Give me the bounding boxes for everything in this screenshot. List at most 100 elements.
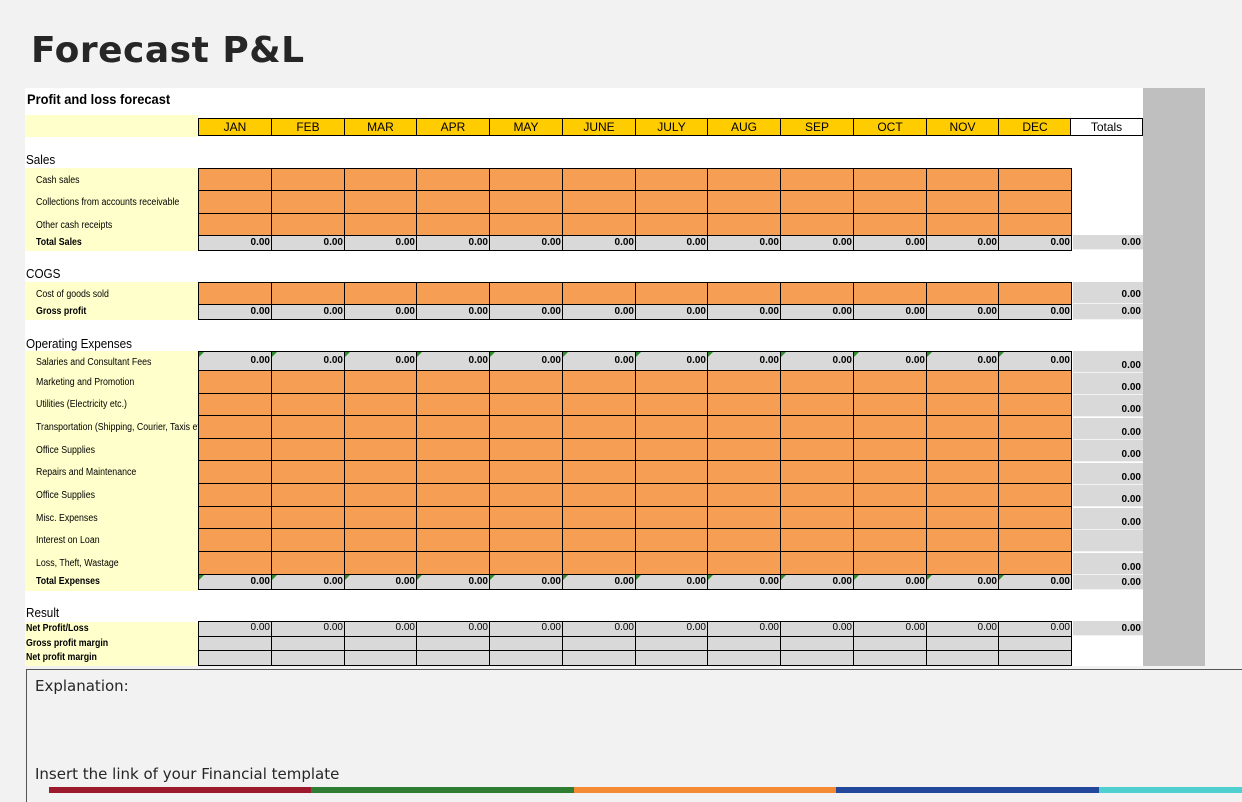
cell-salaries-jan[interactable]: 0.00 — [198, 351, 272, 371]
cell-gross-profit-june[interactable]: 0.00 — [562, 304, 636, 320]
cell-opex-3-dec[interactable] — [998, 438, 1072, 461]
cell-cash-sales-apr[interactable] — [416, 168, 490, 191]
cell-opex-4-apr[interactable] — [416, 460, 490, 484]
cell-opex-0-july[interactable] — [635, 370, 708, 394]
cell-opex-6-aug[interactable] — [707, 506, 781, 529]
cell-total-sales-jan[interactable]: 0.00 — [198, 235, 272, 251]
cell-cash-sales-feb[interactable] — [271, 168, 345, 191]
cell-opex-0-aug[interactable] — [707, 370, 781, 394]
cell-cogs-may[interactable] — [489, 282, 563, 305]
cell-net-margin-apr[interactable] — [416, 650, 490, 666]
cell-cogs-feb[interactable] — [271, 282, 345, 305]
cell-cash-sales-sep[interactable] — [780, 168, 854, 191]
cell-salaries-feb[interactable]: 0.00 — [271, 351, 345, 371]
cell-total-expenses-feb[interactable]: 0.00 — [271, 574, 345, 590]
cell-total-expenses-nov[interactable]: 0.00 — [926, 574, 999, 590]
cell-opex-5-aug[interactable] — [707, 483, 781, 507]
cell-total-sales-nov[interactable]: 0.00 — [926, 235, 999, 251]
cell-opex-1-jan[interactable] — [198, 393, 272, 416]
cell-collections-jan[interactable] — [198, 190, 272, 214]
cell-gross-profit-aug[interactable]: 0.00 — [707, 304, 781, 320]
cell-total-sales-may[interactable]: 0.00 — [489, 235, 563, 251]
cell-opex-6-mar[interactable] — [344, 506, 417, 529]
cell-other-receipts-feb[interactable] — [271, 213, 345, 236]
cell-opex-0-apr[interactable] — [416, 370, 490, 394]
cell-total-expenses-mar[interactable]: 0.00 — [344, 574, 417, 590]
cell-opex-2-apr[interactable] — [416, 415, 490, 439]
cell-other-receipts-mar[interactable] — [344, 213, 417, 236]
cell-opex-5-feb[interactable] — [271, 483, 345, 507]
cell-net-margin-sep[interactable] — [780, 650, 854, 666]
cell-cogs-oct[interactable] — [853, 282, 927, 305]
cell-opex-2-feb[interactable] — [271, 415, 345, 439]
cell-gross-margin-nov[interactable] — [926, 636, 999, 651]
cell-opex-3-jan[interactable] — [198, 438, 272, 461]
cell-collections-feb[interactable] — [271, 190, 345, 214]
cell-opex-8-oct[interactable] — [853, 551, 927, 575]
cell-opex-7-dec[interactable] — [998, 528, 1072, 552]
cell-total-sales-june[interactable]: 0.00 — [562, 235, 636, 251]
cell-total-expenses-june[interactable]: 0.00 — [562, 574, 636, 590]
cell-net-profit-june[interactable]: 0.00 — [562, 621, 636, 637]
cell-cash-sales-mar[interactable] — [344, 168, 417, 191]
cell-salaries-sep[interactable]: 0.00 — [780, 351, 854, 371]
cell-other-receipts-apr[interactable] — [416, 213, 490, 236]
cell-opex-2-jan[interactable] — [198, 415, 272, 439]
cell-net-margin-oct[interactable] — [853, 650, 927, 666]
cell-salaries-apr[interactable]: 0.00 — [416, 351, 490, 371]
cell-opex-1-sep[interactable] — [780, 393, 854, 416]
cell-opex-6-jan[interactable] — [198, 506, 272, 529]
cell-opex-4-nov[interactable] — [926, 460, 999, 484]
cell-cogs-sep[interactable] — [780, 282, 854, 305]
cell-salaries-oct[interactable]: 0.00 — [853, 351, 927, 371]
cell-opex-2-july[interactable] — [635, 415, 708, 439]
cell-cash-sales-jan[interactable] — [198, 168, 272, 191]
cell-opex-6-oct[interactable] — [853, 506, 927, 529]
cell-cash-sales-nov[interactable] — [926, 168, 999, 191]
cell-opex-2-sep[interactable] — [780, 415, 854, 439]
cell-net-margin-may[interactable] — [489, 650, 563, 666]
cell-cogs-dec[interactable] — [998, 282, 1072, 305]
cell-opex-8-aug[interactable] — [707, 551, 781, 575]
cell-collections-nov[interactable] — [926, 190, 999, 214]
cell-net-margin-june[interactable] — [562, 650, 636, 666]
cell-other-receipts-aug[interactable] — [707, 213, 781, 236]
cell-net-profit-nov[interactable]: 0.00 — [926, 621, 999, 637]
cell-gross-profit-may[interactable]: 0.00 — [489, 304, 563, 320]
cell-opex-3-feb[interactable] — [271, 438, 345, 461]
cell-total-expenses-july[interactable]: 0.00 — [635, 574, 708, 590]
cell-opex-2-mar[interactable] — [344, 415, 417, 439]
cell-opex-5-apr[interactable] — [416, 483, 490, 507]
cell-opex-3-june[interactable] — [562, 438, 636, 461]
cell-opex-1-june[interactable] — [562, 393, 636, 416]
cell-opex-5-sep[interactable] — [780, 483, 854, 507]
cell-gross-profit-apr[interactable]: 0.00 — [416, 304, 490, 320]
cell-total-expenses-oct[interactable]: 0.00 — [853, 574, 927, 590]
cell-total-sales-mar[interactable]: 0.00 — [344, 235, 417, 251]
cell-gross-profit-feb[interactable]: 0.00 — [271, 304, 345, 320]
cell-gross-profit-mar[interactable]: 0.00 — [344, 304, 417, 320]
cell-opex-7-nov[interactable] — [926, 528, 999, 552]
cell-gross-margin-apr[interactable] — [416, 636, 490, 651]
cell-net-margin-july[interactable] — [635, 650, 708, 666]
cell-opex-4-sep[interactable] — [780, 460, 854, 484]
cell-cash-sales-oct[interactable] — [853, 168, 927, 191]
cell-gross-profit-july[interactable]: 0.00 — [635, 304, 708, 320]
cell-opex-0-june[interactable] — [562, 370, 636, 394]
cell-net-profit-jan[interactable]: 0.00 — [198, 621, 272, 637]
cell-opex-3-aug[interactable] — [707, 438, 781, 461]
cell-collections-aug[interactable] — [707, 190, 781, 214]
cell-opex-0-oct[interactable] — [853, 370, 927, 394]
cell-opex-1-dec[interactable] — [998, 393, 1072, 416]
cell-total-expenses-apr[interactable]: 0.00 — [416, 574, 490, 590]
cell-opex-5-dec[interactable] — [998, 483, 1072, 507]
cell-opex-6-may[interactable] — [489, 506, 563, 529]
cell-gross-profit-sep[interactable]: 0.00 — [780, 304, 854, 320]
cell-gross-margin-june[interactable] — [562, 636, 636, 651]
cell-opex-6-june[interactable] — [562, 506, 636, 529]
cell-net-profit-oct[interactable]: 0.00 — [853, 621, 927, 637]
cell-total-expenses-jan[interactable]: 0.00 — [198, 574, 272, 590]
cell-opex-1-nov[interactable] — [926, 393, 999, 416]
cell-opex-4-aug[interactable] — [707, 460, 781, 484]
cell-opex-6-dec[interactable] — [998, 506, 1072, 529]
